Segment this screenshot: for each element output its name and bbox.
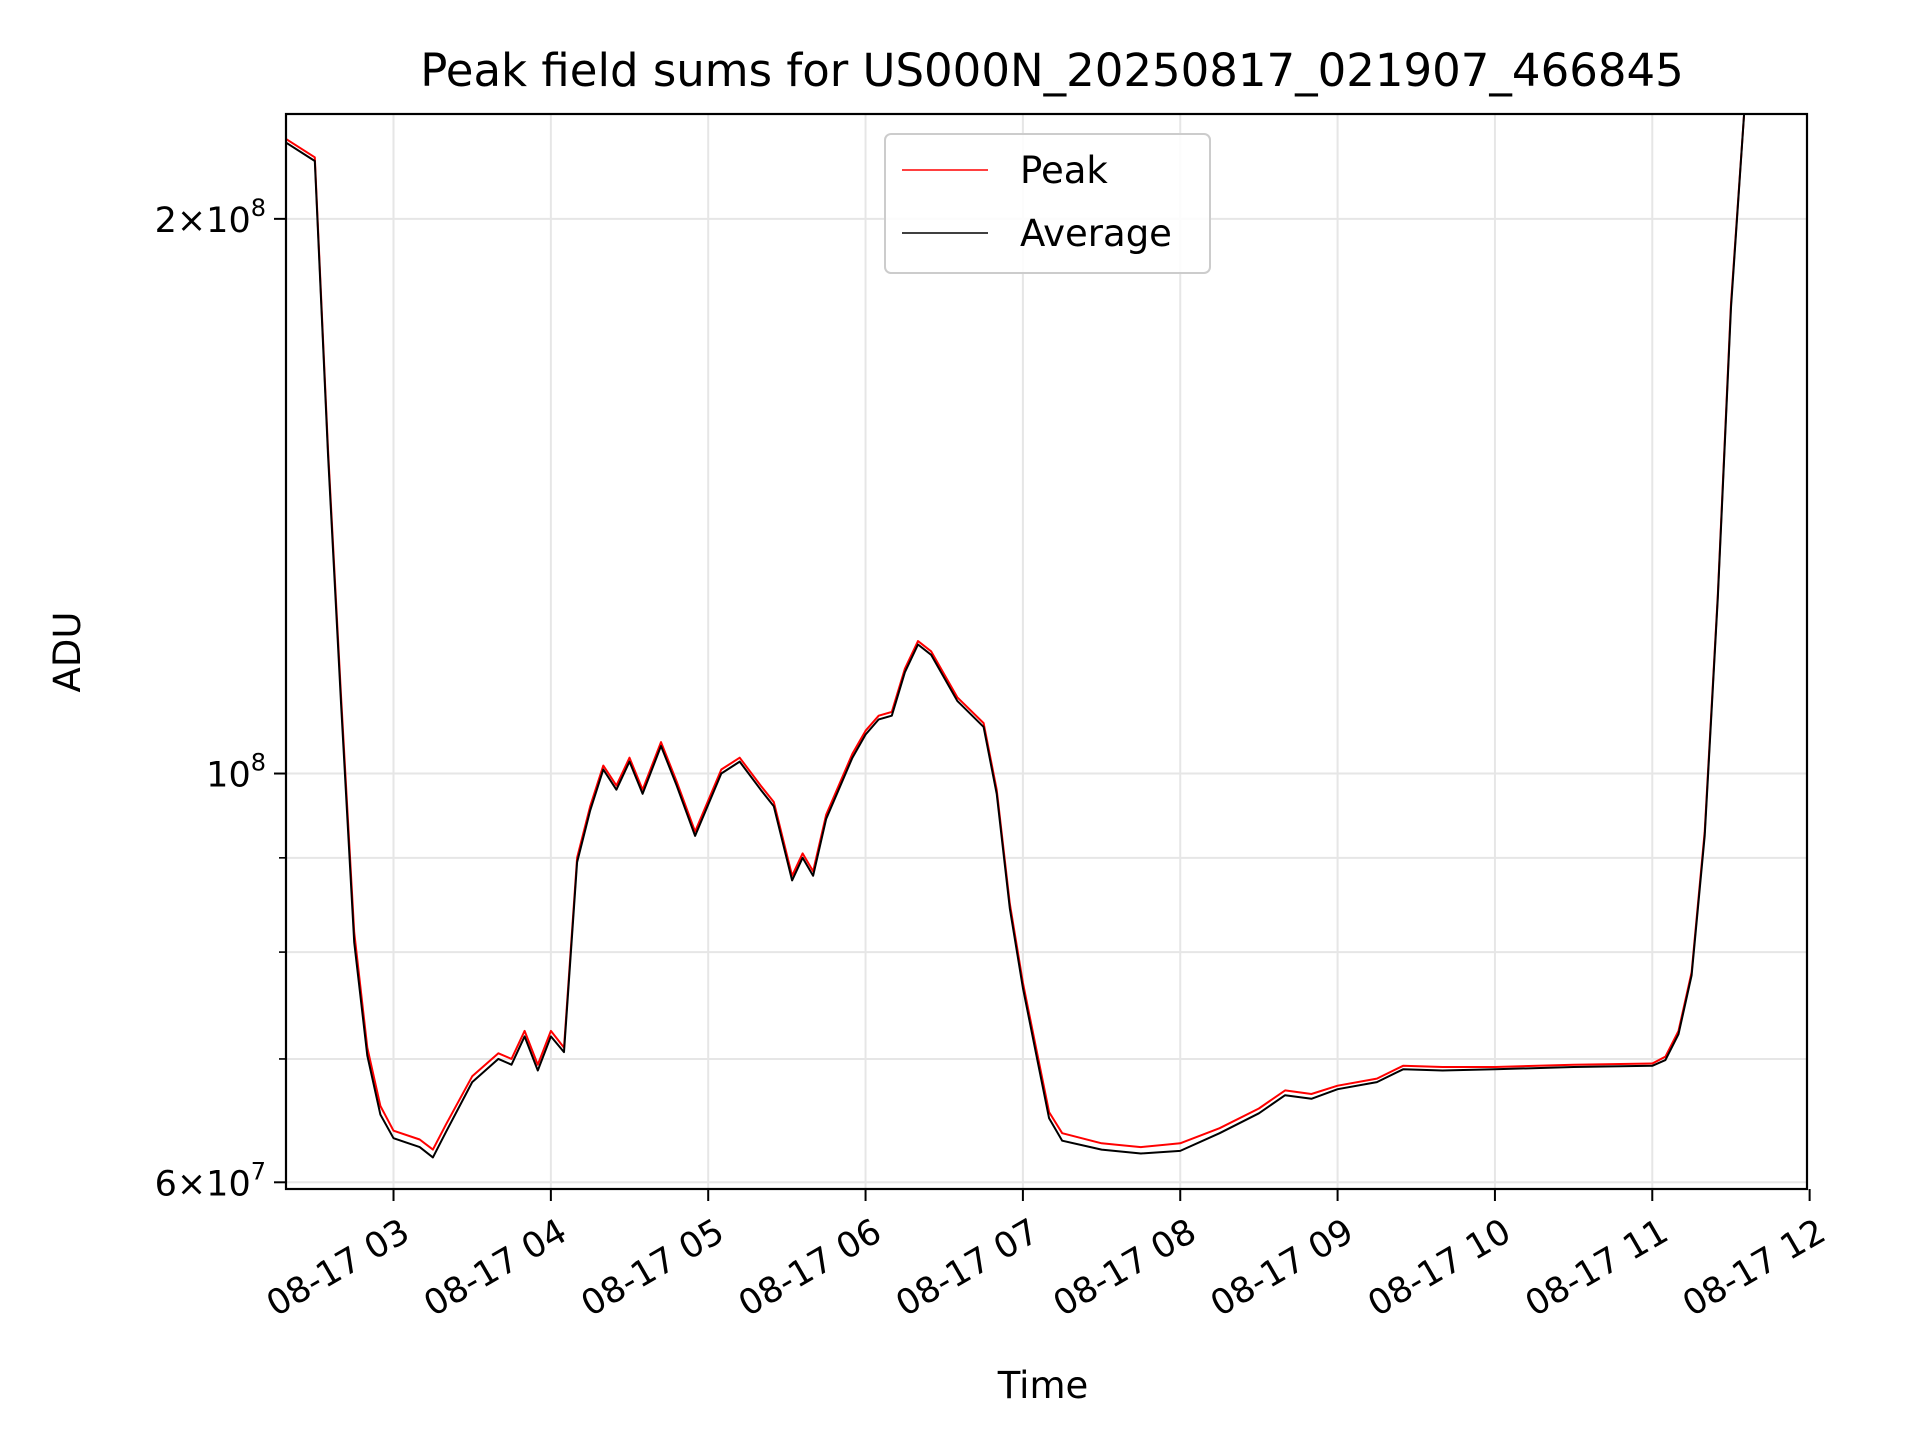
legend-frame bbox=[884, 133, 1211, 274]
legend: Peak Average bbox=[884, 133, 1211, 274]
y-axis-label: ADU bbox=[46, 612, 89, 693]
series-line-average bbox=[286, 114, 1746, 1159]
y-tick-label: 6×107 bbox=[155, 1157, 266, 1204]
plot-frame bbox=[284, 112, 1809, 1191]
series-layer bbox=[286, 114, 1746, 1159]
chart-title: Peak field sums for US000N_20250817_0219… bbox=[420, 44, 1683, 97]
legend-label-peak: Peak bbox=[1020, 149, 1108, 192]
legend-label-average: Average bbox=[1020, 212, 1172, 255]
y-tick-label: 2×108 bbox=[155, 194, 266, 241]
y-tick-label: 108 bbox=[206, 749, 266, 796]
x-axis-label: Time bbox=[997, 1364, 1089, 1407]
series-line-peak bbox=[286, 114, 1746, 1151]
y-axis: 6×107 108 2×108 bbox=[155, 194, 286, 1204]
